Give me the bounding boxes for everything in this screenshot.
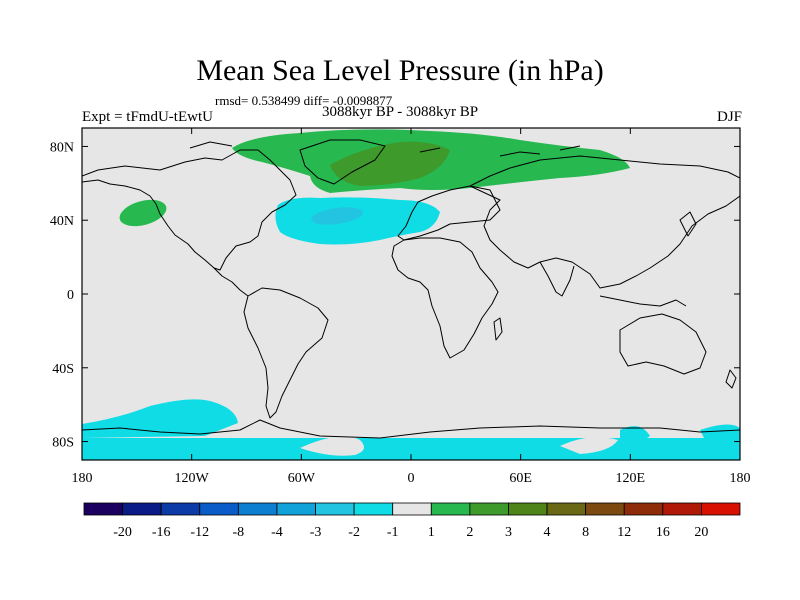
latitude-axis: 80N 40N 0 40S 80S xyxy=(50,140,740,451)
colorbar-swatch xyxy=(353,502,394,516)
coast-india xyxy=(539,261,575,297)
colorbar-swatch xyxy=(199,502,239,516)
colorbar-swatch xyxy=(237,502,278,516)
coast-north-america xyxy=(82,149,297,271)
lon-tick-label: 120W xyxy=(175,471,210,486)
colorbar-swatch xyxy=(469,502,509,516)
colorbar-label: -2 xyxy=(348,525,360,540)
coast-south-america xyxy=(243,287,329,419)
colorbar-label: -4 xyxy=(271,525,283,540)
lat-tick-label: 80S xyxy=(52,436,74,451)
positive-anomaly-arctic-core xyxy=(330,141,450,186)
colorbar-swatch xyxy=(83,502,123,516)
colorbar-swatch xyxy=(430,502,471,516)
lon-tick-label: 180 xyxy=(72,471,93,486)
colorbar-swatch xyxy=(508,502,548,516)
colorbar-swatch xyxy=(315,502,355,516)
neutral-gap-1 xyxy=(300,436,364,456)
colorbar-label: 8 xyxy=(582,525,589,540)
lon-tick-label: 180 xyxy=(730,471,751,486)
colorbar-label: -12 xyxy=(190,525,209,540)
colorbar-label: -16 xyxy=(152,525,171,540)
coast-indonesia xyxy=(599,295,687,307)
colorbar-label: -20 xyxy=(113,525,132,540)
lon-tick-label: 60W xyxy=(288,471,316,486)
colorbar: -20 -16 -12 -8 -4 -3 -2 -1 1 2 3 4 8 12 16 20 xyxy=(83,502,741,540)
coast-greenland xyxy=(299,139,386,185)
colorbar-label: 4 xyxy=(544,525,551,540)
colorbar-label: 12 xyxy=(617,525,631,540)
colorbar-swatch xyxy=(160,502,201,516)
coast-new-zealand xyxy=(725,369,737,389)
colorbar-swatch xyxy=(392,502,432,516)
colorbar-label: -8 xyxy=(233,525,245,540)
positive-anomaly-north-pacific xyxy=(119,199,167,227)
lat-tick-label: 40N xyxy=(50,214,74,229)
colorbar-label: -3 xyxy=(310,525,322,540)
negative-anomaly-south-indian xyxy=(620,426,650,441)
lon-tick-label: 60E xyxy=(509,471,532,486)
coast-europe xyxy=(397,185,501,241)
coast-japan xyxy=(679,211,697,237)
colorbar-swatch xyxy=(662,502,702,516)
rmsd-stats: rmsd= 0.538499 diff= -0.0098877 xyxy=(215,93,393,108)
colorbar-swatch xyxy=(623,502,664,516)
colorbar-label: -1 xyxy=(387,525,399,540)
colorbar-label: 2 xyxy=(466,525,473,540)
period-label: 3088kyr BP - 3088kyr BP xyxy=(322,104,479,120)
colorbar-label: 3 xyxy=(505,525,512,540)
colorbar-label: 20 xyxy=(694,525,708,540)
coast-central-america xyxy=(213,267,249,297)
neutral-gap-2 xyxy=(560,437,618,454)
coast-arctic-islands xyxy=(189,141,581,157)
negative-anomaly-north-atlantic-core xyxy=(311,207,363,225)
coast-australia xyxy=(619,313,707,375)
coast-asia xyxy=(469,155,740,289)
longitude-axis: 180 120W 60W 0 60E 120E 180 xyxy=(72,128,751,486)
lat-tick-label: 0 xyxy=(67,288,74,303)
lon-tick-label: 0 xyxy=(408,471,415,486)
colorbar-swatch xyxy=(546,502,587,516)
negative-anomaly-north-atlantic xyxy=(275,197,440,245)
season-label: DJF xyxy=(716,109,742,125)
colorbar-swatch xyxy=(701,502,741,516)
colorbar-swatch xyxy=(122,502,162,516)
experiment-label: Expt = tFmdU-tEwtU xyxy=(82,109,213,125)
coast-madagascar xyxy=(493,317,503,341)
lat-tick-label: 80N xyxy=(50,140,74,155)
colorbar-swatch xyxy=(276,502,316,516)
plot-title: Mean Sea Level Pressure (in hPa) xyxy=(196,54,604,87)
coast-africa xyxy=(391,237,499,359)
negative-anomaly-south-pacific-east xyxy=(700,424,740,440)
colorbar-label: 1 xyxy=(428,525,435,540)
coast-antarctica xyxy=(82,419,740,439)
lat-tick-label: 40S xyxy=(52,362,74,377)
colorbar-label: 16 xyxy=(656,525,670,540)
lon-tick-label: 120E xyxy=(616,471,646,486)
colorbar-swatch xyxy=(585,502,625,516)
coastlines xyxy=(82,139,740,439)
